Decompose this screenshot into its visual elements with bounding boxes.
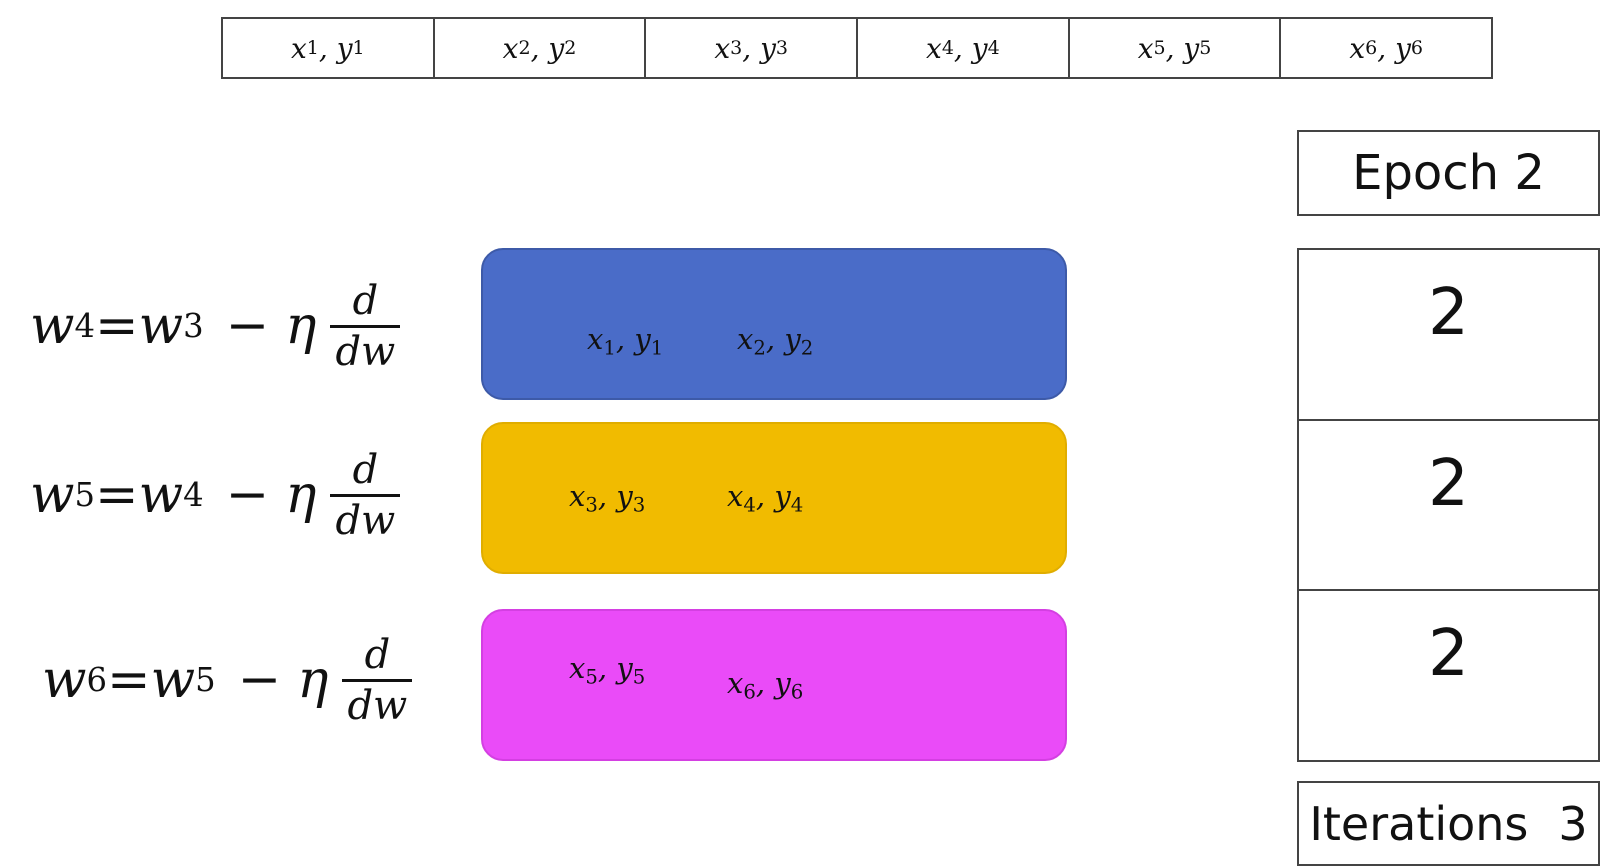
batch-item: x4, y4 (727, 479, 804, 517)
batch-item: x3, y3 (569, 479, 646, 517)
derivative-fraction: d dw (330, 281, 401, 372)
update-equation-2: w 5 = w 4− η d dw (30, 435, 401, 555)
batch-item: x6, y6 (727, 666, 804, 704)
update-equation-3: w 6 = w 5− η d dw (42, 620, 413, 740)
batch-iteration-stack: 2 2 2 (1297, 248, 1600, 762)
derivative-fraction: d dw (330, 450, 401, 541)
batch-iteration-1: 2 (1299, 250, 1598, 421)
batch-item: x2, y2 (737, 322, 814, 360)
epoch-label: Epoch 2 (1297, 130, 1600, 216)
mini-batch-3: x5, y5 x6, y6 (481, 609, 1067, 761)
batch-item: x5, y5 (569, 651, 646, 689)
update-equation-1: w 4 = w 3− η d dw (30, 266, 401, 386)
batch-iteration-3: 2 (1428, 617, 1469, 692)
iterations-label: Iterations 3 (1297, 781, 1600, 866)
batch-iteration-2: 2 (1299, 421, 1598, 592)
batch-item: x1, y1 (587, 322, 664, 360)
mini-batch-1: x1, y1 x2, y2 (481, 248, 1067, 400)
mini-batch-2: x3, y3 x4, y4 (481, 422, 1067, 574)
derivative-fraction: d dw (342, 635, 413, 726)
